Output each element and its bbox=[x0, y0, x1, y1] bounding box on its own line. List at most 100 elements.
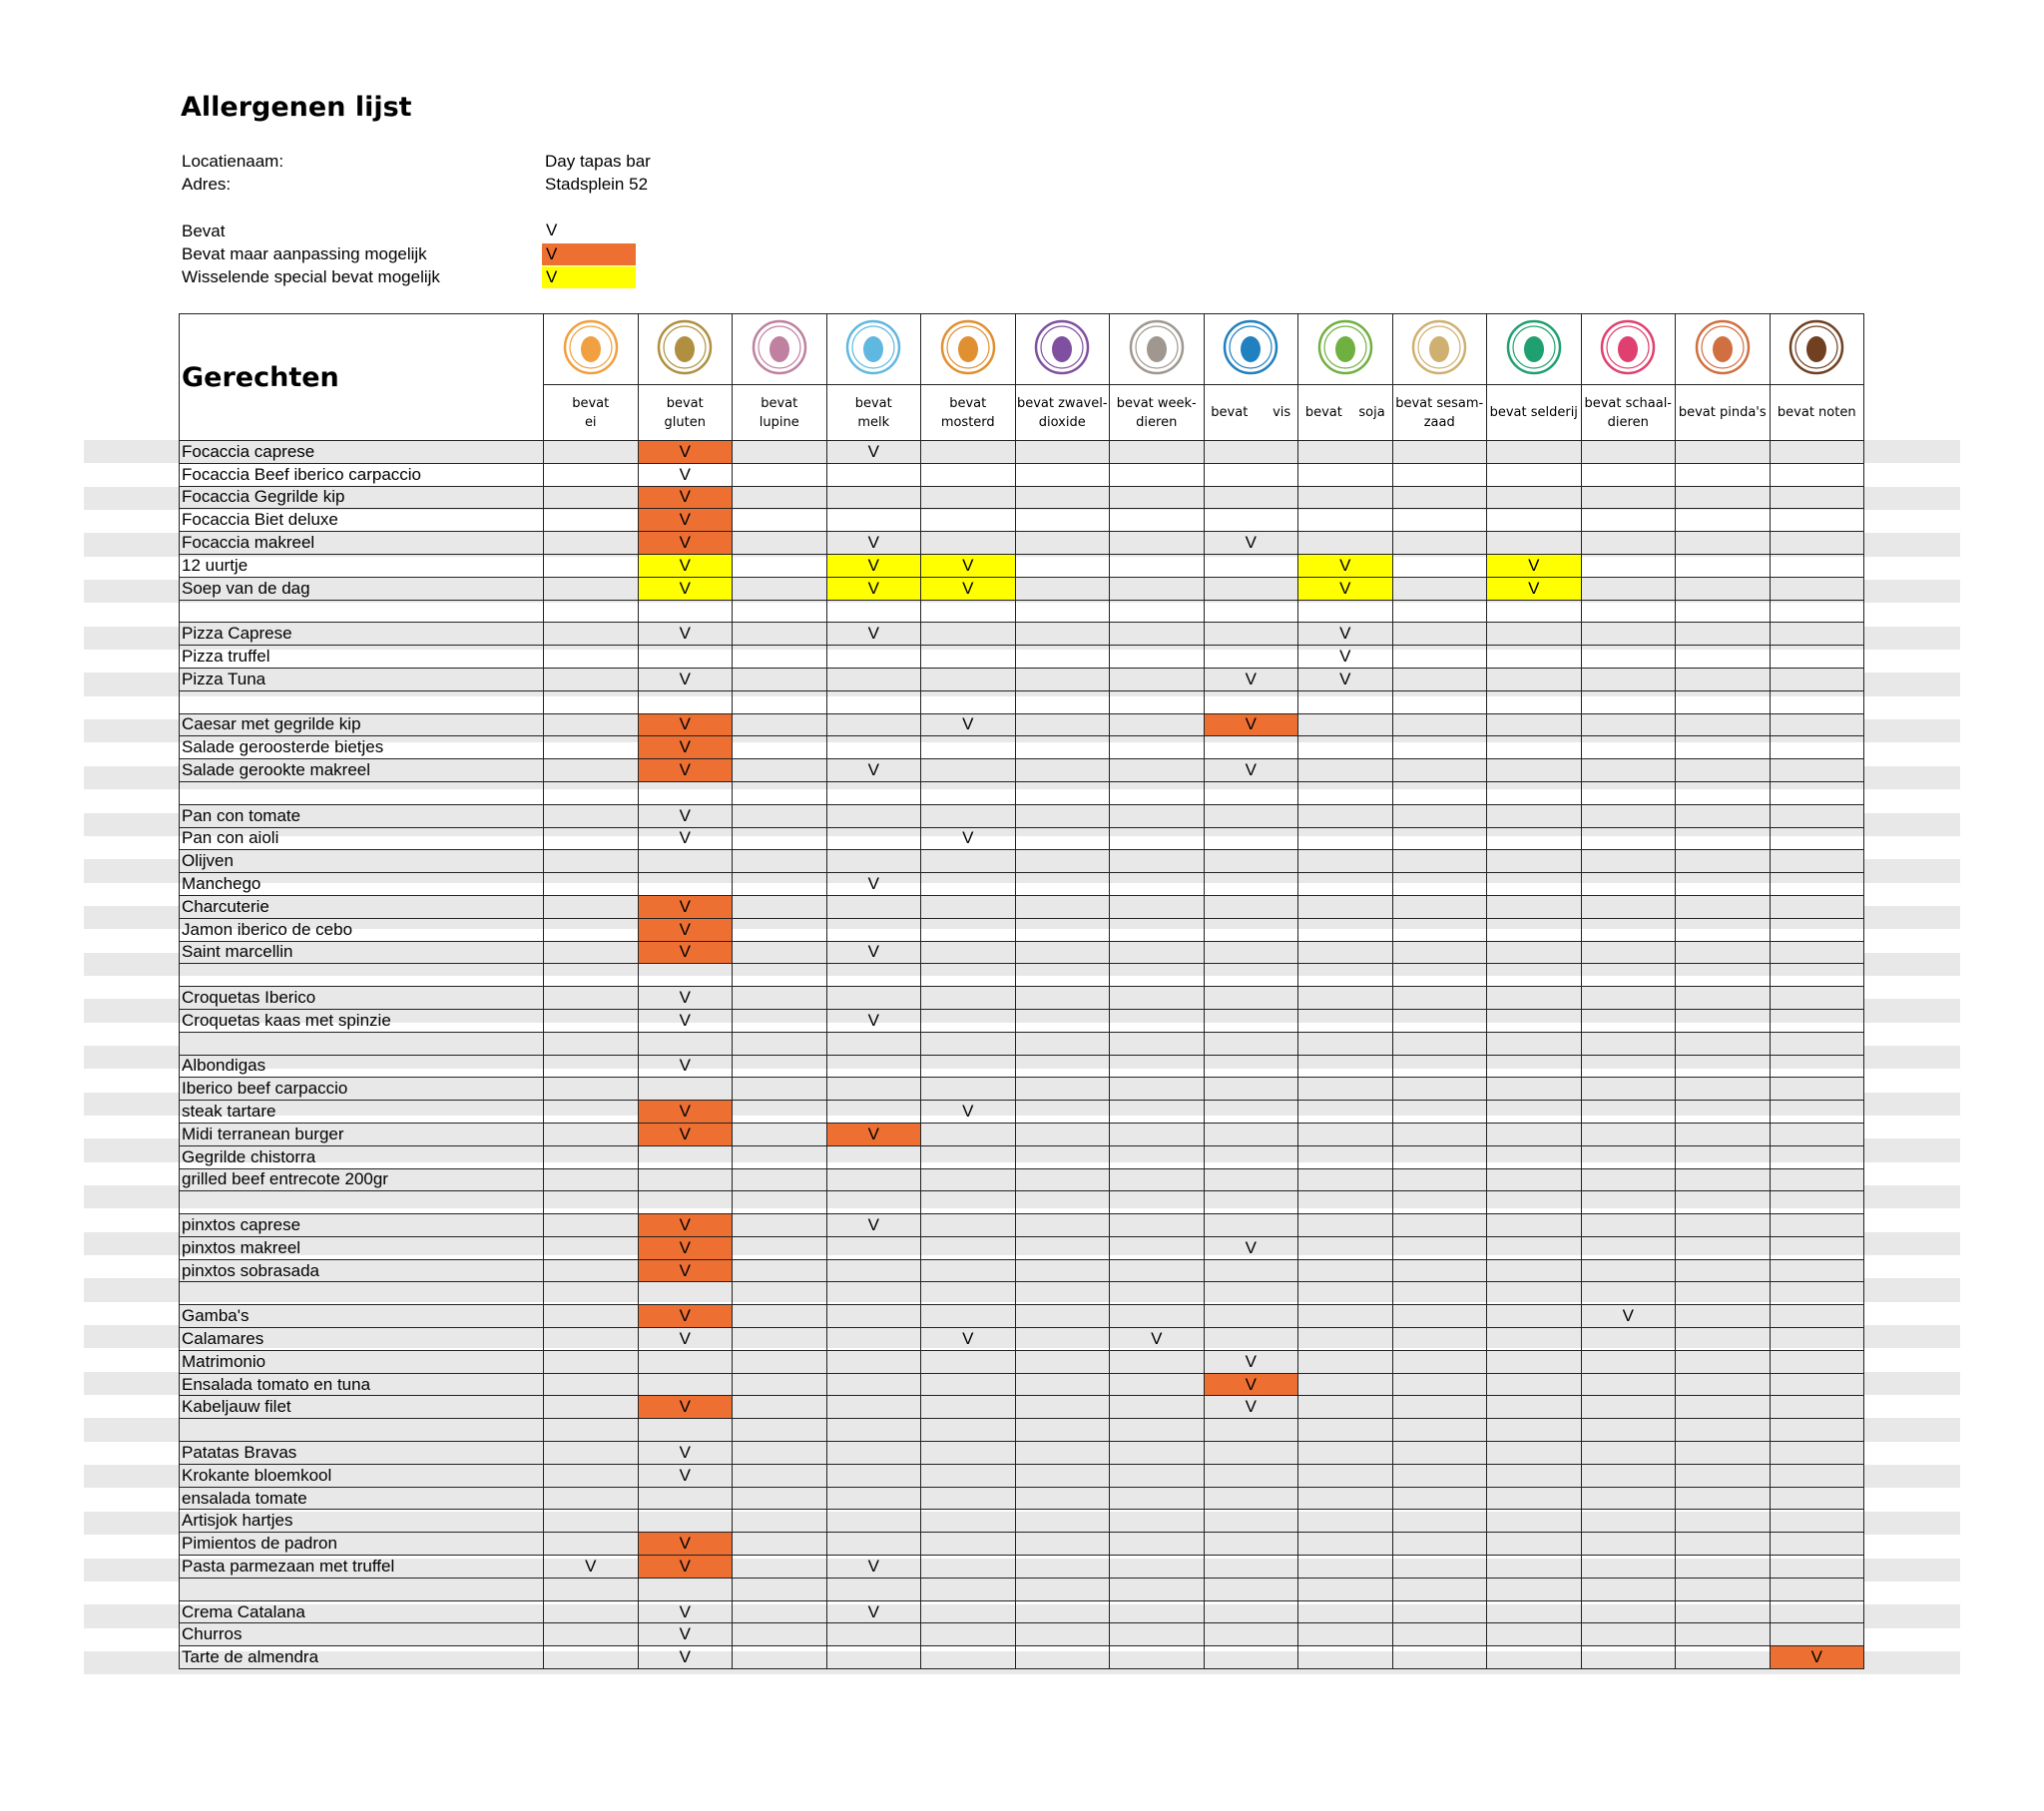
table-row: Pasta parmezaan met truffel V V V bbox=[179, 1555, 1864, 1579]
allergen-cell bbox=[1486, 689, 1582, 714]
allergen-cell bbox=[732, 1258, 827, 1283]
column-label-line: bevat bbox=[572, 395, 610, 411]
allergen-cell: V bbox=[637, 485, 733, 510]
allergen-cell bbox=[543, 1418, 639, 1443]
dish-name: Churros bbox=[179, 1622, 544, 1647]
table-row: Albondigas V bbox=[179, 1054, 1864, 1079]
allergen-cell: V bbox=[1769, 1645, 1864, 1670]
allergen-cell bbox=[1486, 849, 1582, 874]
allergen-cell: V bbox=[825, 531, 921, 555]
allergen-cell bbox=[1109, 780, 1205, 805]
table-row: Focaccia Beef iberico carpaccio V bbox=[179, 462, 1864, 487]
allergen-cell bbox=[1675, 622, 1771, 647]
allergen-cell: V bbox=[637, 894, 733, 919]
allergen-cell bbox=[1391, 780, 1487, 805]
allergen-cell bbox=[825, 1441, 921, 1465]
allergen-cell bbox=[1014, 689, 1110, 714]
allergen-cell bbox=[920, 1599, 1016, 1624]
allergen-cell: V bbox=[1203, 712, 1298, 737]
allergen-cell bbox=[1675, 508, 1771, 533]
allergen-cell bbox=[732, 826, 827, 851]
allergen-cell bbox=[1109, 1235, 1205, 1260]
allergen-cell bbox=[1580, 553, 1676, 578]
dish-name: 12 uurtje bbox=[179, 553, 544, 578]
allergen-cell bbox=[1486, 803, 1582, 828]
allergen-cell bbox=[543, 531, 639, 555]
allergen-cell bbox=[1769, 1395, 1864, 1420]
allergen-cell bbox=[825, 1486, 921, 1511]
allergen-cell bbox=[1580, 1235, 1676, 1260]
allergen-cell bbox=[1391, 440, 1487, 464]
allergen-cell bbox=[1203, 894, 1298, 919]
allergen-cell bbox=[732, 1622, 827, 1647]
allergen-cell bbox=[1297, 1327, 1393, 1351]
table-row: Caesar met gegrilde kip V V V bbox=[179, 712, 1864, 737]
allergen-cell bbox=[1297, 1190, 1393, 1215]
allergen-cell: V bbox=[825, 1555, 921, 1579]
column-icon-cell bbox=[1486, 313, 1582, 385]
allergen-cell bbox=[1486, 758, 1582, 782]
allergen-cell bbox=[1014, 1622, 1110, 1647]
allergen-cell bbox=[1203, 917, 1298, 942]
allergen-cell bbox=[1297, 1077, 1393, 1102]
allergen-cell bbox=[1675, 803, 1771, 828]
allergen-cell bbox=[1391, 485, 1487, 510]
allergen-cell bbox=[1014, 780, 1110, 805]
column-label-line: bevat bbox=[761, 395, 798, 411]
column-label-line: bevat bbox=[666, 395, 704, 411]
table-row bbox=[179, 599, 1864, 624]
allergen-cell bbox=[1203, 1031, 1298, 1056]
allergen-cell bbox=[1675, 1486, 1771, 1511]
dish-name: Saint marcellin bbox=[179, 940, 544, 965]
allergen-cell bbox=[825, 689, 921, 714]
allergen-cell: V bbox=[637, 1008, 733, 1033]
dish-name: Caesar met gegrilde kip bbox=[179, 712, 544, 737]
allergen-cell: V bbox=[1203, 1235, 1298, 1260]
allergen-cell bbox=[637, 1372, 733, 1397]
allergen-cell: V bbox=[637, 1304, 733, 1329]
column-label-line: bevat zwavel- bbox=[1016, 395, 1108, 411]
allergen-cell bbox=[732, 1555, 827, 1579]
soy-icon bbox=[1317, 319, 1372, 374]
allergen-cell bbox=[920, 1486, 1016, 1511]
dish-name: Salade gerookte makreel bbox=[179, 758, 544, 782]
table-row: Gegrilde chistorra bbox=[179, 1144, 1864, 1169]
allergen-cell bbox=[1109, 1599, 1205, 1624]
allergen-cell bbox=[1675, 1577, 1771, 1601]
allergen-cell bbox=[1769, 599, 1864, 624]
allergen-cell bbox=[1486, 1077, 1582, 1102]
allergen-cell bbox=[1391, 1555, 1487, 1579]
allergen-cell bbox=[1769, 735, 1864, 760]
allergen-cell bbox=[1109, 1372, 1205, 1397]
table-row: Pimientos de padron V bbox=[179, 1532, 1864, 1557]
allergen-cell: V bbox=[825, 758, 921, 782]
allergen-cell bbox=[732, 963, 827, 988]
allergen-cell bbox=[1203, 1577, 1298, 1601]
address-label: Adres: bbox=[182, 175, 232, 194]
allergen-cell bbox=[1109, 1395, 1205, 1420]
allergen-cell bbox=[920, 1577, 1016, 1601]
allergen-cell bbox=[920, 803, 1016, 828]
allergen-cell: V bbox=[825, 553, 921, 578]
column-icon-cell bbox=[825, 313, 921, 385]
allergen-cell bbox=[1203, 1599, 1298, 1624]
allergen-cell bbox=[920, 894, 1016, 919]
allergen-cell bbox=[732, 462, 827, 487]
allergen-cell bbox=[1769, 576, 1864, 601]
dish-name: Calamares bbox=[179, 1327, 544, 1351]
allergen-cell bbox=[825, 1031, 921, 1056]
allergen-cell bbox=[1297, 1258, 1393, 1283]
dish-name: Crema Catalana bbox=[179, 1599, 544, 1624]
allergen-cell bbox=[1014, 1441, 1110, 1465]
allergen-cell bbox=[1203, 849, 1298, 874]
allergen-cell bbox=[1580, 917, 1676, 942]
table-row: Patatas Bravas V bbox=[179, 1441, 1864, 1465]
allergen-cell bbox=[1486, 1555, 1582, 1579]
column-label: bevat melk bbox=[825, 384, 921, 441]
allergen-cell bbox=[1391, 689, 1487, 714]
allergen-cell bbox=[1769, 940, 1864, 965]
allergen-cell bbox=[732, 1349, 827, 1374]
allergen-cell bbox=[732, 1190, 827, 1215]
allergen-cell bbox=[1014, 440, 1110, 464]
allergen-cell bbox=[1580, 1418, 1676, 1443]
